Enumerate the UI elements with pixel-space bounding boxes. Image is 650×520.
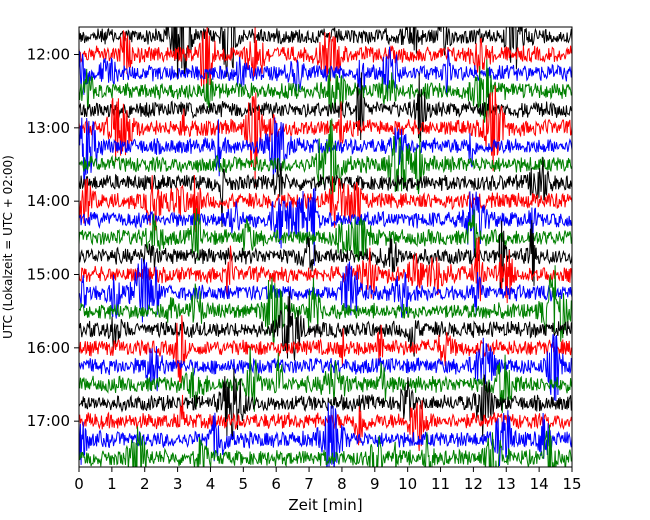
x-tick-label: 12 (464, 475, 483, 493)
trace-8 (79, 118, 572, 205)
x-tick-label: 7 (304, 475, 314, 493)
trace-10 (79, 175, 572, 233)
x-tick-label: 1 (107, 475, 117, 493)
x-tick-label: 6 (271, 475, 281, 493)
x-tick-label: 15 (562, 475, 581, 493)
trace-16 (79, 265, 572, 346)
trace-15 (79, 258, 572, 323)
trace-14 (79, 236, 572, 304)
trace-12 (79, 208, 572, 262)
seismic-traces (79, 27, 572, 467)
x-tick-label: 11 (431, 475, 450, 493)
trace-21 (79, 368, 572, 441)
trace-2 (79, 27, 572, 96)
trace-9 (79, 157, 572, 228)
y-tick-label: 12:00 (27, 46, 70, 64)
x-tick-label: 14 (530, 475, 549, 493)
y-tick-label: 14:00 (27, 192, 70, 210)
x-tick-label: 4 (206, 475, 216, 493)
x-axis-label: Zeit [min] (288, 496, 362, 514)
y-tick-label: 17:00 (27, 412, 70, 430)
trace-1 (79, 27, 572, 80)
trace-19 (79, 334, 572, 402)
y-axis-label: UTC (Lokalzeit = UTC + 02:00) (1, 155, 15, 339)
trace-11 (79, 187, 572, 266)
x-tick-label: 3 (173, 475, 183, 493)
trace-24 (79, 424, 572, 467)
trace-23 (79, 402, 572, 467)
trace-3 (79, 46, 572, 97)
trace-7 (79, 117, 572, 185)
y-tick-label: 15:00 (27, 266, 70, 284)
x-tick-label: 2 (140, 475, 150, 493)
x-tick-label: 10 (398, 475, 417, 493)
x-tick-label: 13 (497, 475, 516, 493)
y-axis-ticks: 12:00 13:00 14:00 15:00 16:00 17:00 (27, 46, 79, 430)
plot-frame (78, 26, 573, 468)
trace-13 (79, 220, 572, 296)
x-tick-label: 5 (239, 475, 249, 493)
y-tick-label: 13:00 (27, 119, 70, 137)
trace-6 (79, 85, 572, 187)
x-tick-label: 0 (74, 475, 84, 493)
x-tick-label: 9 (370, 475, 380, 493)
y-tick-label: 16:00 (27, 339, 70, 357)
x-tick-label: 8 (337, 475, 347, 493)
x-axis-ticks: 0 1 2 3 4 5 6 7 8 9 10 11 12 13 14 15 (74, 467, 582, 493)
trace-17 (79, 291, 572, 361)
